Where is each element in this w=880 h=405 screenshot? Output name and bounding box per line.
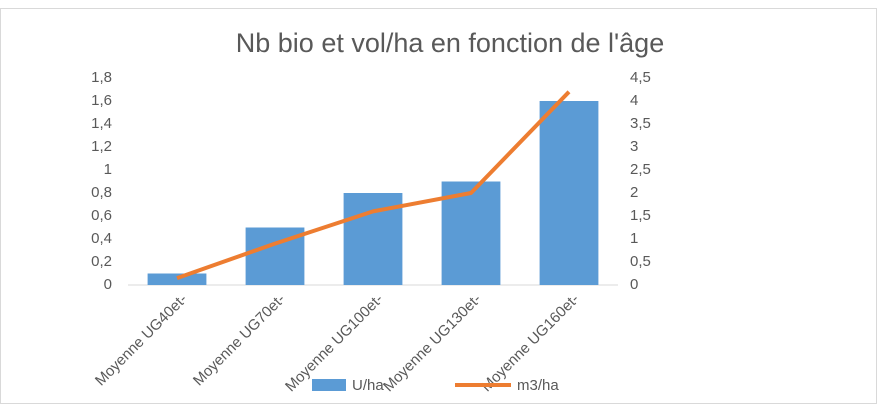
- y-tick-label: 1: [104, 161, 112, 178]
- chart-title: Nb bio et vol/ha en fonction de l'âge: [236, 28, 664, 58]
- y2-tick-label: 0: [630, 276, 638, 293]
- line: [176, 90, 571, 280]
- bar: [441, 181, 501, 285]
- y2-tick-label: 4,5: [630, 69, 651, 86]
- y-tick-label: 0,6: [91, 207, 112, 224]
- bar: [147, 273, 207, 285]
- y-tick-label: 1,2: [91, 138, 112, 155]
- y2-tick-label: 4: [630, 92, 638, 109]
- y2-tick-label: 3: [630, 138, 638, 155]
- y-tick-label: 0,8: [91, 184, 112, 201]
- legend-label: U/ha: [352, 377, 384, 394]
- y2-tick-label: 2: [630, 184, 638, 201]
- y2-tick-label: 1: [630, 230, 638, 247]
- bar: [539, 101, 599, 285]
- y2-tick-label: 2,5: [630, 161, 651, 178]
- y-tick-label: 1,8: [91, 69, 112, 86]
- y-tick-label: 0: [104, 276, 112, 293]
- y-tick-label: 1,6: [91, 92, 112, 109]
- y2-tick-label: 0,5: [630, 253, 651, 270]
- legend-label: m3/ha: [517, 377, 559, 394]
- y-tick-label: 0,4: [91, 230, 112, 247]
- legend-swatch: [312, 379, 346, 391]
- chart-border: [0, 8, 877, 404]
- y2-tick-label: 1,5: [630, 207, 651, 224]
- y-tick-label: 1,4: [91, 115, 112, 132]
- y-tick-label: 0,2: [91, 253, 112, 270]
- y2-tick-label: 3,5: [630, 115, 651, 132]
